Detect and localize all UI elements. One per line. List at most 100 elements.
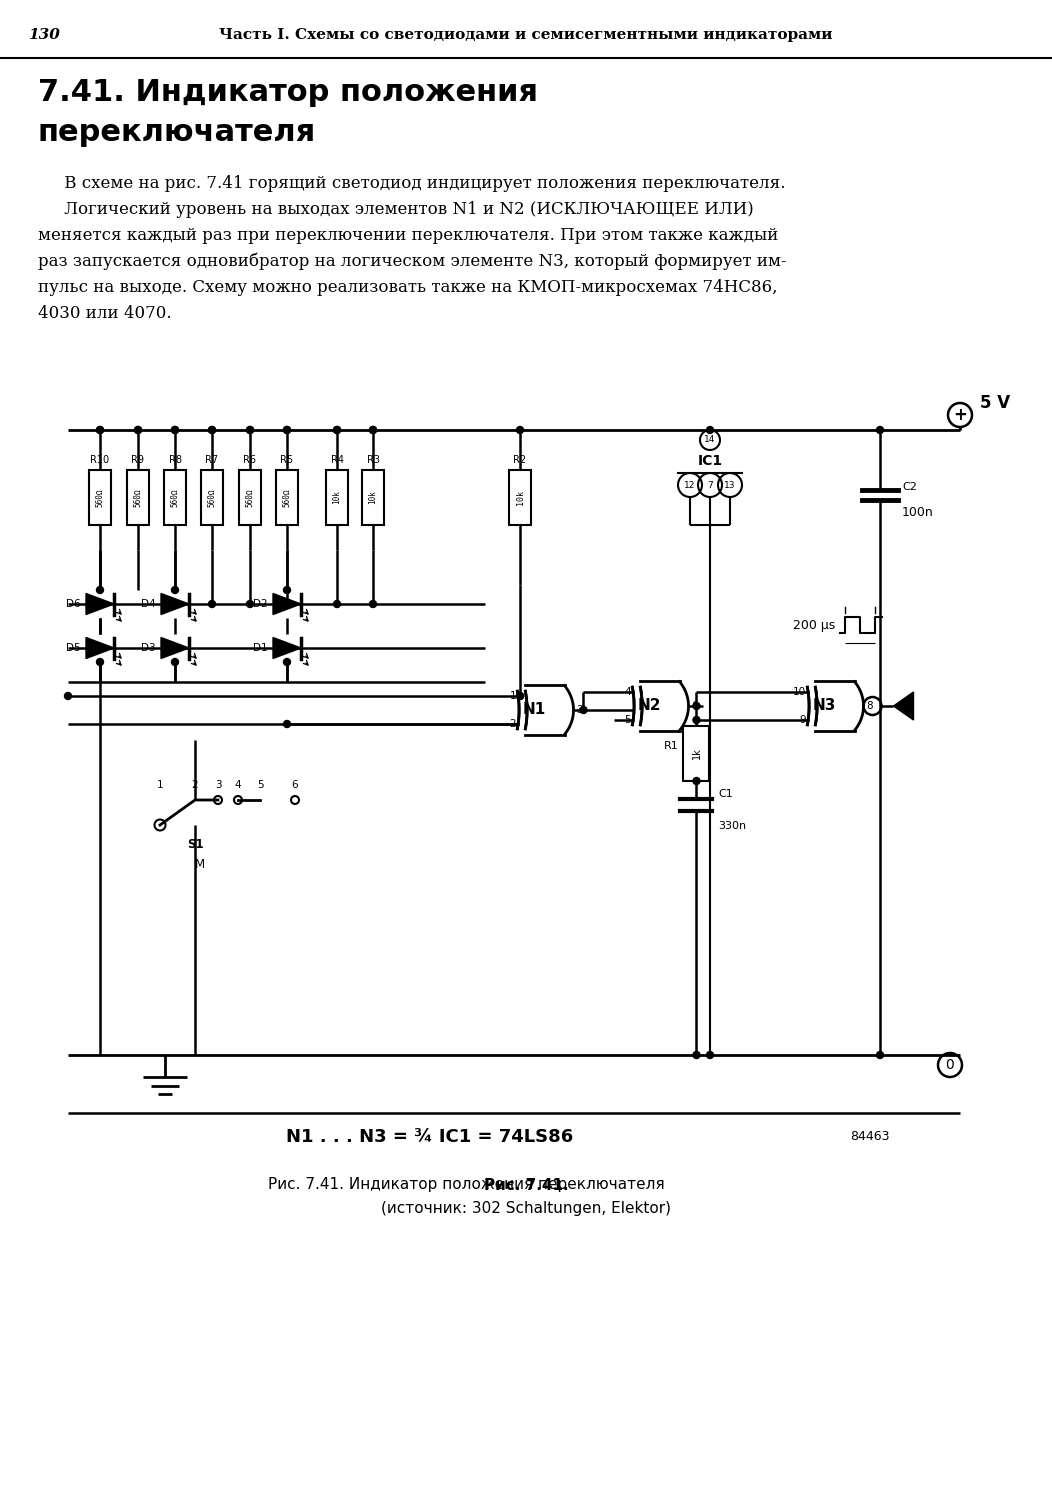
Text: Рис. 7.41. Индикатор положения переключателя: Рис. 7.41. Индикатор положения переключа…	[267, 1178, 664, 1192]
Text: 5 V: 5 V	[980, 394, 1010, 412]
Text: переключателя: переключателя	[38, 118, 317, 147]
Text: D2: D2	[254, 598, 268, 609]
Circle shape	[876, 1052, 884, 1059]
Text: D5: D5	[66, 644, 81, 652]
Circle shape	[64, 693, 72, 699]
Polygon shape	[525, 686, 573, 735]
Circle shape	[517, 693, 524, 699]
Polygon shape	[161, 594, 189, 615]
Circle shape	[97, 426, 103, 433]
Circle shape	[517, 693, 524, 699]
Text: R7: R7	[205, 454, 219, 465]
Polygon shape	[641, 681, 688, 730]
Circle shape	[135, 426, 142, 433]
Text: 330n: 330n	[719, 821, 747, 831]
Bar	[509, 470, 531, 525]
Circle shape	[283, 600, 290, 608]
Text: Рис. 7.41.: Рис. 7.41.	[484, 1178, 568, 1192]
Text: D1: D1	[254, 644, 268, 652]
Text: 10k: 10k	[515, 490, 525, 506]
Text: 10: 10	[793, 687, 806, 698]
Text: 5: 5	[257, 780, 263, 790]
Circle shape	[171, 658, 179, 666]
Text: пульс на выходе. Схему можно реализовать также на КМОП-микросхемах 74НС86,: пульс на выходе. Схему можно реализовать…	[38, 279, 777, 296]
Text: 3: 3	[215, 780, 221, 790]
Circle shape	[283, 658, 290, 666]
Text: 560Ω: 560Ω	[170, 489, 180, 507]
Polygon shape	[274, 594, 301, 615]
Text: Часть I. Схемы со светодиодами и семисегментными индикаторами: Часть I. Схемы со светодиодами и семисег…	[219, 28, 833, 42]
Circle shape	[333, 426, 341, 433]
Text: 6: 6	[691, 700, 699, 711]
Text: N1: N1	[523, 702, 546, 717]
Text: 1k: 1k	[691, 747, 702, 759]
Text: 560Ω: 560Ω	[207, 489, 217, 507]
Circle shape	[171, 426, 179, 433]
Circle shape	[135, 426, 142, 433]
Polygon shape	[161, 638, 189, 658]
Text: R1: R1	[664, 741, 679, 752]
Text: 7.41. Индикатор положения: 7.41. Индикатор положения	[38, 78, 538, 106]
Circle shape	[333, 426, 341, 433]
Text: 2: 2	[509, 718, 517, 729]
Polygon shape	[86, 594, 114, 615]
Text: 560Ω: 560Ω	[245, 489, 255, 507]
Text: R5: R5	[281, 454, 294, 465]
Circle shape	[283, 586, 290, 594]
Text: R10: R10	[90, 454, 109, 465]
Bar	[684, 726, 709, 782]
Text: 4: 4	[235, 780, 241, 790]
Circle shape	[580, 706, 587, 714]
Circle shape	[693, 777, 700, 784]
Text: 200 μs: 200 μs	[793, 618, 835, 632]
Bar	[164, 470, 186, 525]
Bar	[326, 470, 348, 525]
Circle shape	[208, 426, 216, 433]
Text: N2: N2	[638, 699, 661, 714]
Text: 3: 3	[576, 705, 583, 716]
Polygon shape	[815, 681, 864, 730]
Text: 10k: 10k	[368, 490, 378, 504]
Circle shape	[693, 1052, 700, 1059]
Bar	[127, 470, 149, 525]
Text: D6: D6	[66, 598, 81, 609]
Text: C2: C2	[902, 482, 917, 492]
Circle shape	[97, 658, 103, 666]
Circle shape	[97, 586, 103, 594]
Polygon shape	[274, 638, 301, 658]
Text: 8: 8	[867, 700, 873, 711]
Text: 560Ω: 560Ω	[283, 489, 291, 507]
Circle shape	[369, 600, 377, 608]
Text: R4: R4	[330, 454, 344, 465]
Text: 9: 9	[800, 716, 806, 724]
Polygon shape	[86, 638, 114, 658]
Circle shape	[876, 426, 884, 433]
Text: R6: R6	[243, 454, 257, 465]
Circle shape	[246, 600, 254, 608]
Text: S1: S1	[186, 839, 203, 852]
Circle shape	[208, 426, 216, 433]
Bar	[362, 470, 384, 525]
Text: В схеме на рис. 7.41 горящий светодиод индицирует положения переключателя.: В схеме на рис. 7.41 горящий светодиод и…	[38, 176, 786, 192]
Text: N3: N3	[812, 699, 836, 714]
Text: раз запускается одновибратор на логическом элементе N3, который формирует им-: раз запускается одновибратор на логическ…	[38, 254, 787, 270]
Text: 7: 7	[707, 480, 713, 489]
Text: R2: R2	[513, 454, 527, 465]
Circle shape	[693, 702, 700, 709]
Bar	[89, 470, 112, 525]
Bar	[239, 470, 261, 525]
Text: R9: R9	[132, 454, 144, 465]
Text: 2: 2	[191, 780, 199, 790]
Text: меняется каждый раз при переключении переключателя. При этом также каждый: меняется каждый раз при переключении пер…	[38, 226, 778, 244]
Text: 4: 4	[625, 687, 631, 698]
Text: 12: 12	[684, 480, 695, 489]
Circle shape	[693, 717, 700, 723]
Text: 4030 или 4070.: 4030 или 4070.	[38, 304, 171, 322]
Circle shape	[517, 426, 524, 433]
Text: R8: R8	[168, 454, 182, 465]
Text: 10k: 10k	[332, 490, 342, 504]
Bar	[201, 470, 223, 525]
Text: M: M	[195, 858, 205, 871]
Circle shape	[369, 426, 377, 433]
Text: 560Ω: 560Ω	[96, 489, 104, 507]
